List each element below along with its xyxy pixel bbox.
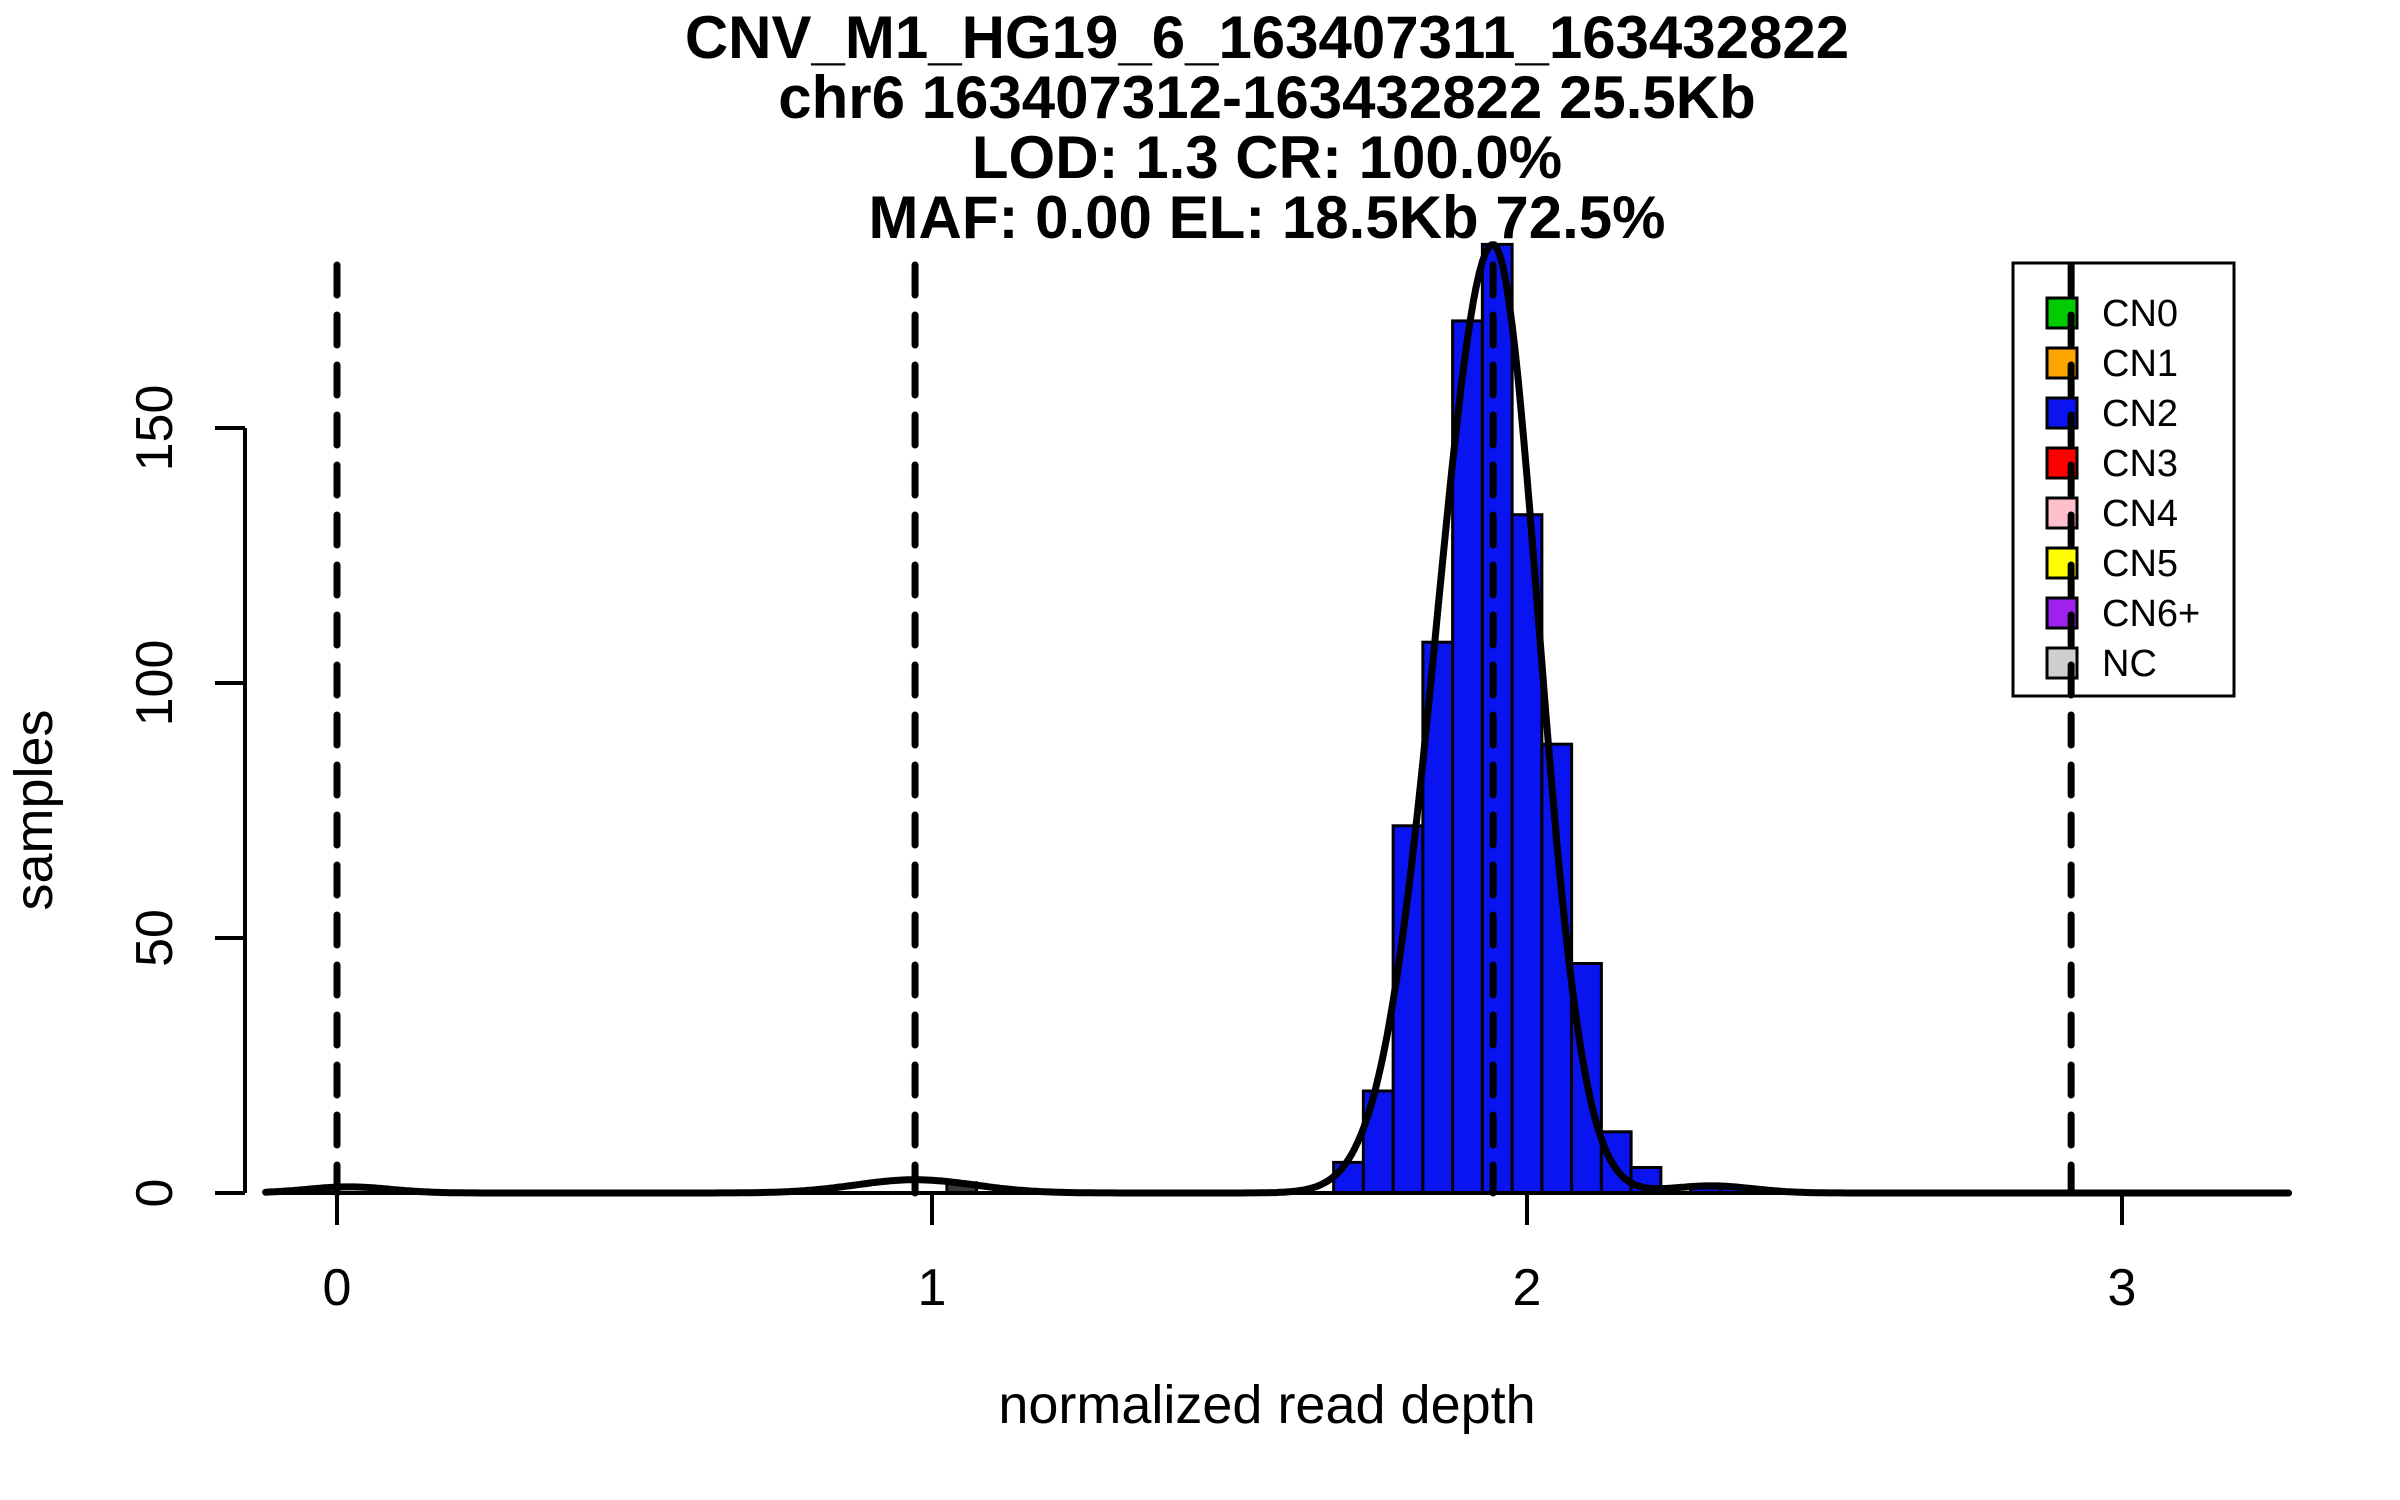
cluster-mean-lines-layer bbox=[333, 261, 2075, 1197]
histogram-bar-CN2 bbox=[1480, 242, 1514, 1195]
title-block: CNV_M1_HG19_6_163407311_163432822 chr6 1… bbox=[685, 4, 1849, 251]
y-tick-label: 0 bbox=[126, 1179, 184, 1208]
x-axis-title: normalized read depth bbox=[998, 1375, 1535, 1435]
y-tick-label: 50 bbox=[126, 909, 184, 967]
x-tick-label: 2 bbox=[1513, 1259, 1542, 1317]
legend-label-CN1: CN1 bbox=[2102, 343, 2178, 385]
y-tick-label: 150 bbox=[126, 385, 184, 472]
legend-label-CN3: CN3 bbox=[2102, 443, 2178, 485]
x-tick-label: 1 bbox=[918, 1259, 947, 1317]
legend-label-CN2: CN2 bbox=[2102, 393, 2178, 435]
title-line-4: MAF: 0.00 EL: 18.5Kb 72.5% bbox=[869, 184, 1666, 251]
legend-label-CN4: CN4 bbox=[2102, 493, 2178, 535]
x-tick-label: 3 bbox=[2108, 1259, 2137, 1317]
title-line-1: CNV_M1_HG19_6_163407311_163432822 bbox=[685, 4, 1849, 71]
x-tick-label: 0 bbox=[323, 1259, 352, 1317]
legend-label-CN5: CN5 bbox=[2102, 543, 2178, 585]
legend-label-CN6plus: CN6+ bbox=[2102, 593, 2200, 635]
legend-label-NC: NC bbox=[2102, 643, 2157, 685]
axes-layer: 0 50 100 150 0 1 2 3 bbox=[126, 385, 2289, 1317]
legend-label-CN0: CN0 bbox=[2102, 293, 2178, 335]
y-tick-label: 100 bbox=[126, 640, 184, 727]
y-axis-title: samples bbox=[4, 709, 64, 910]
histogram-bars-layer bbox=[945, 242, 1752, 1195]
histogram-bar-CN2 bbox=[1332, 1160, 1365, 1195]
title-line-3: LOD: 1.3 CR: 100.0% bbox=[972, 124, 1562, 191]
legend: CN0 CN1 CN2 CN3 CN4 CN5 CN6+ NC bbox=[2011, 261, 2236, 698]
title-line-2: chr6 163407312-163432822 25.5Kb bbox=[778, 64, 1755, 131]
